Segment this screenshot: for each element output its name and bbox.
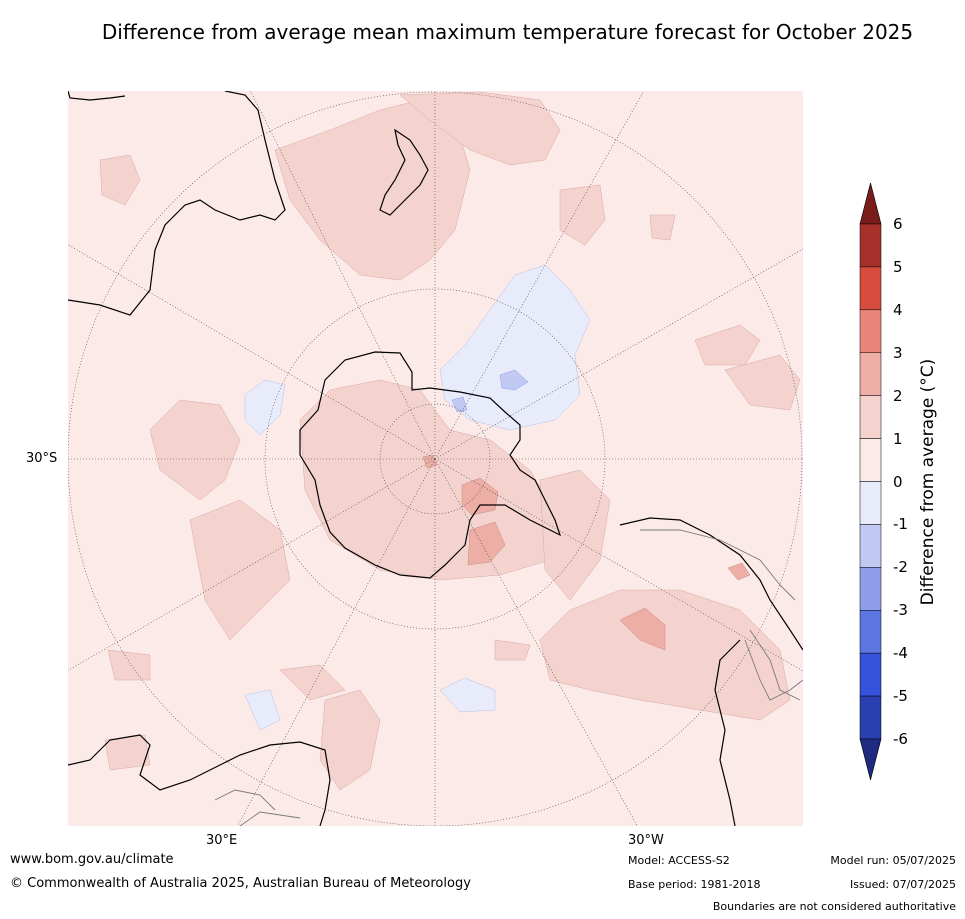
ne-warm-patch-2 [649, 214, 676, 241]
anomaly-minus2-1 [451, 369, 529, 413]
south-cool-patch [439, 677, 496, 713]
warm-core-1 [461, 477, 499, 516]
ne-warm-patch [559, 184, 606, 246]
colorbar-bin [859, 223, 882, 268]
lat-label-30S: 30°S [26, 451, 58, 466]
west-warm-patch [107, 649, 151, 681]
colorbar-bin [859, 524, 882, 568]
colorbar [859, 182, 882, 781]
lon-label-30E: 30°E [206, 833, 238, 848]
meridian-150W [434, 458, 638, 826]
boundaries-disclaimer: Boundaries are not considered authoritat… [712, 900, 956, 913]
map-panel [68, 91, 803, 826]
lon-label-30W: 30°W [628, 833, 664, 848]
colorbar-label: Difference from average (°C) [918, 358, 938, 606]
coastlines [68, 91, 803, 826]
graticule [68, 91, 803, 826]
colorbar-bin [859, 352, 882, 396]
model-run: Model run: 05/07/2025 [830, 854, 956, 867]
colorbar-tick-label: 6 [893, 215, 903, 233]
colorbar-tick-label: -1 [893, 515, 908, 534]
colorbar-bin [859, 695, 882, 740]
colorbar-bin [859, 309, 882, 354]
south-america-coastline [619, 517, 803, 826]
colorbar-bin [859, 395, 882, 439]
colorbar-tick-label: 3 [893, 343, 903, 362]
copyright-text: © Commonwealth of Australia 2025, Austra… [10, 876, 471, 891]
east-warm-patch [694, 324, 761, 366]
southwest-warm-patch [189, 499, 291, 641]
sw-australia-coastline [68, 91, 126, 101]
meridian-60E [68, 244, 436, 460]
indian-ocean-warm-patch [149, 399, 241, 501]
south-american-warm-patch [539, 469, 611, 601]
anomaly-plus2-3 [422, 454, 751, 651]
meridian-30W [434, 91, 645, 460]
tasman-warm-region [274, 99, 471, 281]
boundaries [214, 529, 803, 826]
east-warm-patch-2 [724, 354, 801, 411]
colorbar-bin [859, 481, 882, 525]
warm-core-2 [467, 521, 506, 566]
model-name: Model: ACCESS-S2 [628, 854, 730, 867]
colorbar-tick-label: -3 [893, 601, 908, 620]
meridian-120W [434, 458, 803, 672]
colorbar-tick-label: 1 [893, 429, 903, 448]
colorbar-tick-label: 2 [893, 386, 903, 405]
south-atlantic-warm-region [539, 589, 791, 721]
warm-core-4 [727, 562, 751, 581]
lat-circle-60S [264, 288, 606, 630]
colorbar-tick-label: 4 [893, 300, 903, 319]
colorbar-bin [859, 438, 882, 482]
pacific-cool-region [439, 264, 591, 431]
colorbar-tick-label: -6 [893, 730, 908, 748]
colorbar-bin [859, 266, 882, 311]
colorbar-bin [859, 610, 882, 654]
africa-coastline [68, 734, 331, 826]
colorbar-bin [859, 567, 882, 611]
sw-warm-patch-2 [279, 664, 346, 701]
west-cool-patch [244, 379, 286, 436]
anomaly-minus1-0 [244, 264, 591, 731]
new-zealand-coastline [379, 128, 429, 216]
colorbar-under-arrow [859, 738, 882, 781]
south-america-boundaries [640, 529, 803, 701]
colorbar-tick-label: 0 [893, 472, 903, 491]
australia-coastline [68, 91, 286, 316]
colorbar-over-arrow [859, 182, 882, 225]
base-period: Base period: 1981-2018 [628, 878, 761, 891]
website-link[interactable]: www.bom.gov.au/climate [10, 852, 174, 867]
meridian-120E [68, 458, 436, 671]
mid-warm-patch [494, 639, 531, 661]
colorbar-tick-label: 5 [893, 257, 903, 276]
meridian-150E [237, 458, 436, 826]
map-title: Difference from average mean maximum tem… [101, 20, 914, 44]
north-pacific-warm-patch [399, 91, 561, 166]
africa-boundaries [214, 789, 301, 826]
anomaly-plus1-2 [99, 91, 801, 791]
colorbar-tick-label: -2 [893, 558, 908, 577]
colorbar-tick-label: -5 [893, 687, 908, 706]
antarctica-coastline [299, 351, 562, 579]
south-warm-patch [319, 689, 381, 791]
nw-warm-patch [99, 154, 141, 206]
colorbar-bin [859, 652, 882, 697]
sw-cool-patch [244, 689, 281, 731]
issued-date: Issued: 07/07/2025 [849, 878, 956, 891]
warm-core-3 [619, 607, 666, 651]
cool-core-1 [499, 369, 529, 391]
colorbar-tick-label: -4 [893, 644, 908, 663]
colorbar-bins [859, 223, 882, 740]
